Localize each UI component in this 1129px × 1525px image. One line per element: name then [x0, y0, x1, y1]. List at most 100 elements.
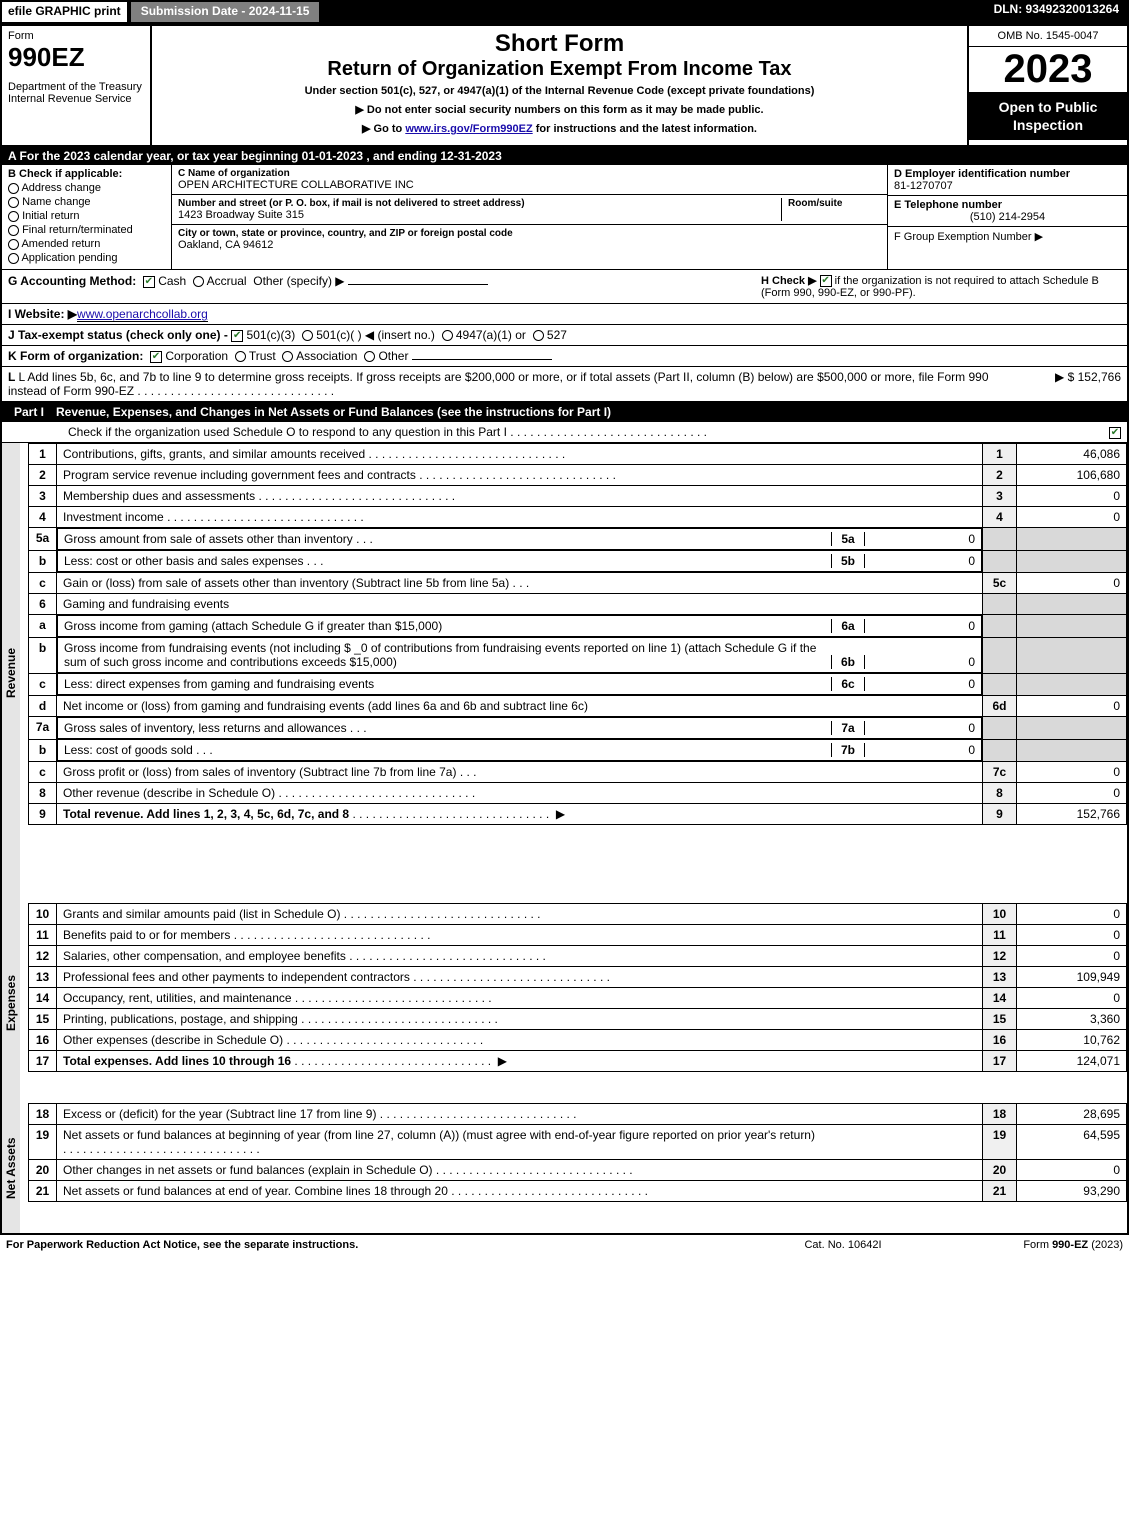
- row-6b: bGross income from fundraising events (n…: [29, 637, 1127, 673]
- k-label: K Form of organization:: [8, 349, 143, 363]
- form-990ez: Form 990EZ Department of the Treasury In…: [0, 24, 1129, 1235]
- department: Department of the Treasury Internal Reve…: [8, 81, 144, 105]
- row-1: 1Contributions, gifts, grants, and simil…: [29, 444, 1127, 465]
- chk-527[interactable]: [533, 330, 544, 341]
- f-label: F Group Exemption Number ▶: [894, 230, 1121, 243]
- chk-other-org[interactable]: [364, 351, 375, 362]
- b-title: B Check if applicable:: [8, 168, 165, 180]
- part1-checknote: Check if the organization used Schedule …: [2, 422, 1127, 443]
- org-name: OPEN ARCHITECTURE COLLABORATIVE INC: [178, 179, 881, 191]
- line-i: I Website: ▶www.openarchcollab.org: [2, 304, 1127, 325]
- street-address: 1423 Broadway Suite 315: [178, 209, 781, 221]
- row-5b: bLess: cost or other basis and sales exp…: [29, 550, 1127, 573]
- irs-link[interactable]: www.irs.gov/Form990EZ: [405, 123, 532, 135]
- short-form-title: Short Form: [158, 30, 961, 58]
- under-section: Under section 501(c), 527, or 4947(a)(1)…: [158, 85, 961, 97]
- g-label: G Accounting Method:: [8, 274, 136, 288]
- addr-label: Number and street (or P. O. box, if mail…: [178, 198, 781, 209]
- row-11: 11Benefits paid to or for members 110: [29, 925, 1127, 946]
- i-label: I Website: ▶: [8, 307, 77, 321]
- row-8: 8Other revenue (describe in Schedule O) …: [29, 783, 1127, 804]
- expenses-vlabel: Expenses: [2, 903, 20, 1103]
- row-9: 9Total revenue. Add lines 1, 2, 3, 4, 5c…: [29, 804, 1127, 825]
- city-state-zip: Oakland, CA 94612: [178, 239, 881, 251]
- goto-post: for instructions and the latest informat…: [533, 123, 757, 135]
- row-7b: bLess: cost of goods sold . . .7b0: [29, 739, 1127, 762]
- c-label: C Name of organization: [178, 168, 881, 179]
- netassets-vlabel: Net Assets: [2, 1103, 20, 1233]
- chk-501c[interactable]: [302, 330, 313, 341]
- row-6: 6Gaming and fundraising events: [29, 594, 1127, 615]
- part1-heading: Revenue, Expenses, and Changes in Net As…: [56, 405, 611, 419]
- row-12: 12Salaries, other compensation, and empl…: [29, 946, 1127, 967]
- room-label: Room/suite: [788, 198, 881, 209]
- chk-pending[interactable]: [8, 253, 19, 264]
- form-word: Form: [8, 30, 144, 42]
- chk-corp[interactable]: [150, 351, 162, 363]
- part1-header: Part I Revenue, Expenses, and Changes in…: [2, 402, 1127, 422]
- row-6a: aGross income from gaming (attach Schedu…: [29, 615, 1127, 638]
- page-footer: For Paperwork Reduction Act Notice, see …: [0, 1235, 1129, 1255]
- cat-no: Cat. No. 10642I: [743, 1239, 943, 1251]
- row-5a: 5aGross amount from sale of assets other…: [29, 528, 1127, 551]
- row-3: 3Membership dues and assessments 30: [29, 486, 1127, 507]
- other-specify[interactable]: [348, 284, 488, 285]
- top-bar: efile GRAPHIC print Submission Date - 20…: [0, 0, 1129, 24]
- chk-501c3[interactable]: [231, 330, 243, 342]
- revenue-table: 1Contributions, gifts, grants, and simil…: [28, 443, 1127, 825]
- expenses-table: 10Grants and similar amounts paid (list …: [28, 903, 1127, 1072]
- row-20: 20Other changes in net assets or fund ba…: [29, 1160, 1127, 1181]
- form-ref: Form 990-EZ (2023): [943, 1239, 1123, 1251]
- open-to-public: Open to Public Inspection: [969, 92, 1127, 140]
- row-14: 14Occupancy, rent, utilities, and mainte…: [29, 988, 1127, 1009]
- revenue-vlabel: Revenue: [2, 443, 20, 903]
- chk-schedule-o[interactable]: [1109, 427, 1121, 439]
- revenue-section: Revenue 1Contributions, gifts, grants, a…: [2, 443, 1127, 903]
- section-b: B Check if applicable: Address change Na…: [2, 165, 1127, 270]
- line-k: K Form of organization: Corporation Trus…: [2, 346, 1127, 367]
- row-19: 19Net assets or fund balances at beginni…: [29, 1125, 1127, 1160]
- line-a: A For the 2023 calendar year, or tax yea…: [2, 147, 1127, 165]
- row-15: 15Printing, publications, postage, and s…: [29, 1009, 1127, 1030]
- telephone: (510) 214-2954: [894, 211, 1121, 223]
- netassets-section: Net Assets 18Excess or (deficit) for the…: [2, 1103, 1127, 1233]
- chk-trust[interactable]: [235, 351, 246, 362]
- expenses-section: Expenses 10Grants and similar amounts pa…: [2, 903, 1127, 1103]
- row-18: 18Excess or (deficit) for the year (Subt…: [29, 1104, 1127, 1125]
- row-17: 17Total expenses. Add lines 10 through 1…: [29, 1051, 1127, 1072]
- row-21: 21Net assets or fund balances at end of …: [29, 1181, 1127, 1202]
- d-label: D Employer identification number: [894, 168, 1121, 180]
- row-6c: cLess: direct expenses from gaming and f…: [29, 673, 1127, 696]
- chk-initial[interactable]: [8, 211, 19, 222]
- chk-name[interactable]: [8, 197, 19, 208]
- form-number: 990EZ: [8, 42, 144, 73]
- efile-label: efile GRAPHIC print: [0, 0, 129, 24]
- row-16: 16Other expenses (describe in Schedule O…: [29, 1030, 1127, 1051]
- row-2: 2Program service revenue including gover…: [29, 465, 1127, 486]
- chk-accrual[interactable]: [193, 276, 204, 287]
- chk-amended[interactable]: [8, 239, 19, 250]
- j-label: J Tax-exempt status (check only one) -: [8, 328, 228, 342]
- submission-date: Submission Date - 2024-11-15: [129, 0, 322, 24]
- chk-h[interactable]: [820, 275, 832, 287]
- goto-pre: ▶ Go to: [362, 123, 405, 135]
- return-title: Return of Organization Exempt From Incom…: [158, 58, 961, 81]
- chk-assoc[interactable]: [282, 351, 293, 362]
- chk-final[interactable]: [8, 225, 19, 236]
- chk-4947[interactable]: [442, 330, 453, 341]
- dln: DLN: 93492320013264: [984, 0, 1129, 24]
- website-link[interactable]: www.openarchcollab.org: [77, 307, 208, 322]
- row-5c: cGain or (loss) from sale of assets othe…: [29, 573, 1127, 594]
- chk-cash[interactable]: [143, 276, 155, 288]
- goto-note: ▶ Go to www.irs.gov/Form990EZ for instru…: [158, 122, 961, 135]
- l-amount: ▶ $ 152,766: [1001, 370, 1121, 398]
- row-13: 13Professional fees and other payments t…: [29, 967, 1127, 988]
- ssn-note: ▶ Do not enter social security numbers o…: [158, 103, 961, 116]
- section-g-h: G Accounting Method: Cash Accrual Other …: [2, 270, 1127, 304]
- chk-address[interactable]: [8, 183, 19, 194]
- line-j: J Tax-exempt status (check only one) - 5…: [2, 325, 1127, 346]
- row-7a: 7aGross sales of inventory, less returns…: [29, 717, 1127, 740]
- netassets-table: 18Excess or (deficit) for the year (Subt…: [28, 1103, 1127, 1202]
- h-label: H Check ▶: [761, 275, 817, 287]
- tax-year: 2023: [969, 47, 1127, 92]
